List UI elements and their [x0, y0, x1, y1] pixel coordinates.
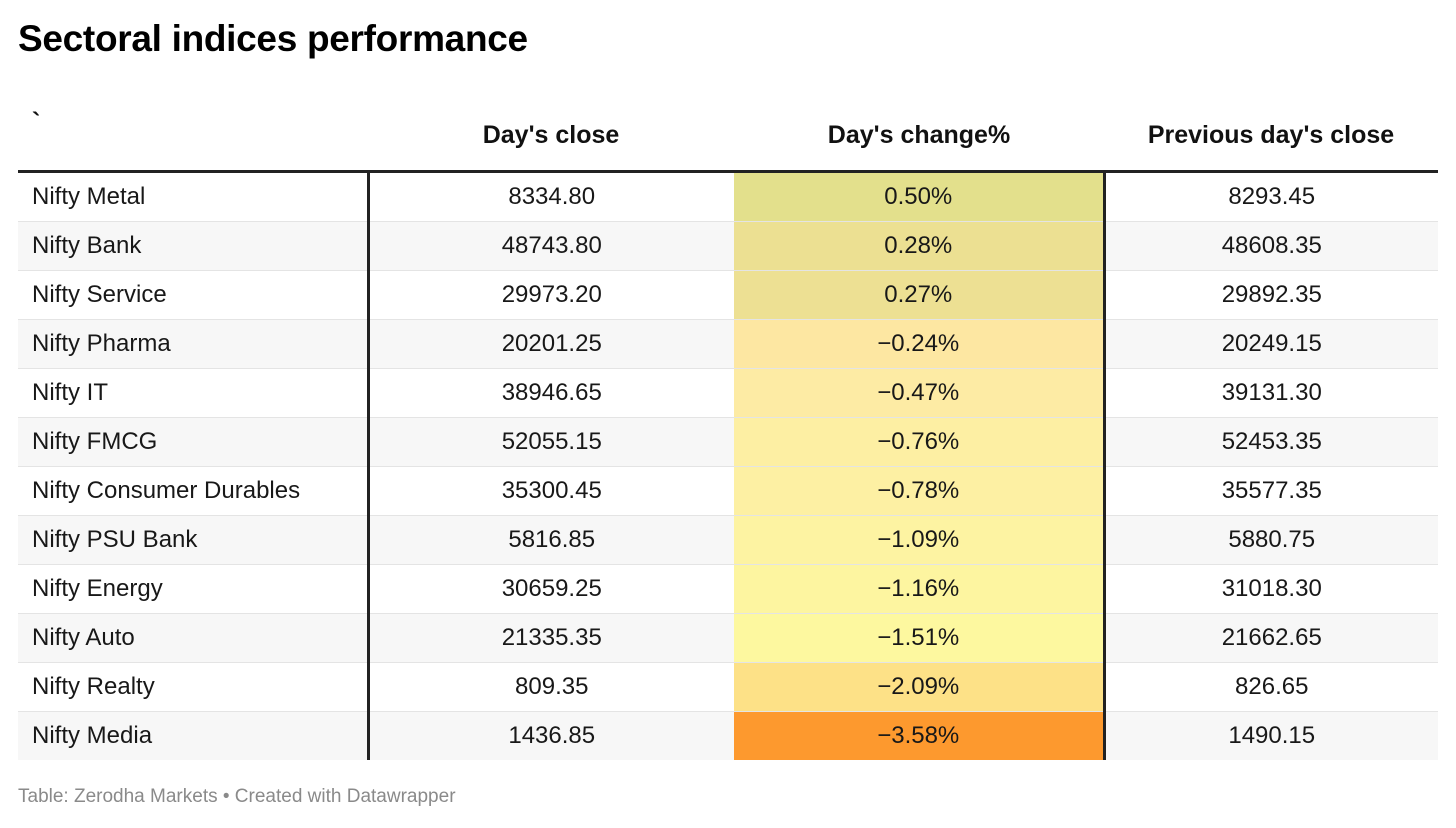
cell-previous-close: 52453.35: [1104, 417, 1438, 467]
cell-days-close: 30659.25: [368, 564, 734, 614]
cell-index-name: Nifty Energy: [18, 564, 370, 614]
cell-index-name: Nifty Bank: [18, 221, 370, 271]
cell-days-change: −0.47%: [734, 368, 1106, 418]
cell-index-name: Nifty Consumer Durables: [18, 466, 370, 516]
cell-previous-close: 5880.75: [1104, 515, 1438, 565]
table-row: Nifty IT 38946.65 −0.47% 39131.30: [18, 368, 1438, 418]
cell-index-name: Nifty Auto: [18, 613, 370, 663]
table-row: Nifty Pharma 20201.25 −0.24% 20249.15: [18, 319, 1438, 369]
cell-days-change: 0.28%: [734, 221, 1106, 271]
column-header-days-change: Day's change%: [734, 100, 1104, 173]
cell-previous-close: 8293.45: [1104, 171, 1438, 222]
cell-days-close: 20201.25: [368, 319, 734, 369]
cell-days-change: −3.58%: [734, 711, 1106, 760]
table-row: Nifty Auto 21335.35 −1.51% 21662.65: [18, 613, 1438, 663]
cell-index-name: Nifty Metal: [18, 171, 370, 222]
cell-index-name: Nifty Media: [18, 711, 370, 760]
cell-days-change: −1.09%: [734, 515, 1106, 565]
table-row: Nifty PSU Bank 5816.85 −1.09% 5880.75: [18, 515, 1438, 565]
cell-days-close: 21335.35: [368, 613, 734, 663]
cell-index-name: Nifty PSU Bank: [18, 515, 370, 565]
table-header: ` Day's close Day's change% Previous day…: [18, 100, 1438, 173]
cell-days-close: 5816.85: [368, 515, 734, 565]
cell-days-close: 52055.15: [368, 417, 734, 467]
cell-days-change: −1.51%: [734, 613, 1106, 663]
header-row: ` Day's close Day's change% Previous day…: [18, 100, 1438, 173]
table-row: Nifty FMCG 52055.15 −0.76% 52453.35: [18, 417, 1438, 467]
cell-days-close: 8334.80: [368, 171, 734, 222]
table-body: Nifty Metal 8334.80 0.50% 8293.45 Nifty Bank…: [18, 171, 1438, 760]
column-header-name: `: [18, 100, 368, 173]
cell-previous-close: 20249.15: [1104, 319, 1438, 369]
cell-days-close: 809.35: [368, 662, 734, 712]
cell-days-change: −0.24%: [734, 319, 1106, 369]
cell-days-change: 0.50%: [734, 171, 1106, 222]
cell-days-change: 0.27%: [734, 270, 1106, 320]
cell-index-name: Nifty IT: [18, 368, 370, 418]
table-row: Nifty Realty 809.35 −2.09% 826.65: [18, 662, 1438, 712]
table-row: Nifty Consumer Durables 35300.45 −0.78% 355…: [18, 466, 1438, 516]
cell-previous-close: 39131.30: [1104, 368, 1438, 418]
sectoral-indices-table: ` Day's close Day's change% Previous day…: [18, 100, 1438, 760]
cell-days-change: −2.09%: [734, 662, 1106, 712]
cell-days-change: −1.16%: [734, 564, 1106, 614]
cell-index-name: Nifty FMCG: [18, 417, 370, 467]
table-row: Nifty Metal 8334.80 0.50% 8293.45: [18, 171, 1438, 222]
cell-previous-close: 31018.30: [1104, 564, 1438, 614]
cell-index-name: Nifty Realty: [18, 662, 370, 712]
table-row: Nifty Media 1436.85 −3.58% 1490.15: [18, 711, 1438, 760]
cell-previous-close: 35577.35: [1104, 466, 1438, 516]
cell-days-close: 29973.20: [368, 270, 734, 320]
cell-days-close: 48743.80: [368, 221, 734, 271]
table-row: Nifty Energy 30659.25 −1.16% 31018.30: [18, 564, 1438, 614]
cell-days-close: 38946.65: [368, 368, 734, 418]
table-row: Nifty Service 29973.20 0.27% 29892.35: [18, 270, 1438, 320]
cell-index-name: Nifty Service: [18, 270, 370, 320]
column-header-days-close: Day's close: [368, 100, 734, 173]
cell-previous-close: 1490.15: [1104, 711, 1438, 760]
table-row: Nifty Bank 48743.80 0.28% 48608.35: [18, 221, 1438, 271]
cell-previous-close: 29892.35: [1104, 270, 1438, 320]
source-footer: Table: Zerodha Markets • Created with Da…: [18, 786, 456, 807]
cell-days-change: −0.78%: [734, 466, 1106, 516]
cell-previous-close: 21662.65: [1104, 613, 1438, 663]
cell-days-close: 35300.45: [368, 466, 734, 516]
cell-days-close: 1436.85: [368, 711, 734, 760]
cell-previous-close: 48608.35: [1104, 221, 1438, 271]
page-title: Sectoral indices performance: [18, 18, 528, 59]
column-header-previous-close: Previous day's close: [1104, 100, 1438, 173]
cell-days-change: −0.76%: [734, 417, 1106, 467]
cell-index-name: Nifty Pharma: [18, 319, 370, 369]
cell-previous-close: 826.65: [1104, 662, 1438, 712]
